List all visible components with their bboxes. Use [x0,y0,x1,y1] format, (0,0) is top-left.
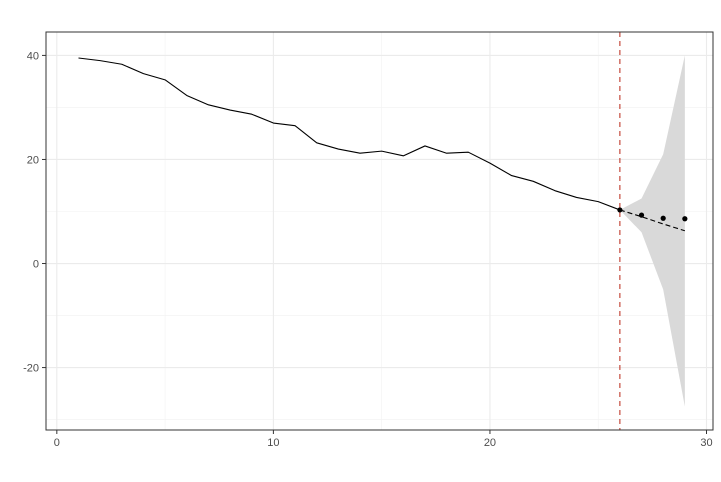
observed-series-line [78,57,621,211]
grid-major [46,32,713,430]
confidence-band [619,55,685,407]
y-tick-label: 40 [27,50,39,62]
series-line-layer [78,57,686,232]
y-tick-label: 20 [27,154,39,166]
grid-minor [46,32,713,430]
forecast-point [682,216,688,222]
forecast-series-line [619,209,686,232]
y-tick-label: 0 [33,259,39,271]
point-layer [617,207,688,222]
panel-background [46,32,713,430]
x-axis: 0 10 20 30 [54,430,713,449]
confidence-band-layer [619,55,685,407]
forecast-point [638,212,645,218]
panel-border [45,31,714,431]
forecast-point [660,215,666,221]
x-tick-label: 30 [700,437,712,449]
y-axis: -20 0 20 40 [23,50,46,375]
x-tick-label: 0 [54,437,60,449]
x-tick-label: 20 [484,437,496,449]
y-tick-label: -20 [23,363,39,375]
forecast-point [617,207,623,213]
x-tick-label: 10 [267,437,279,449]
